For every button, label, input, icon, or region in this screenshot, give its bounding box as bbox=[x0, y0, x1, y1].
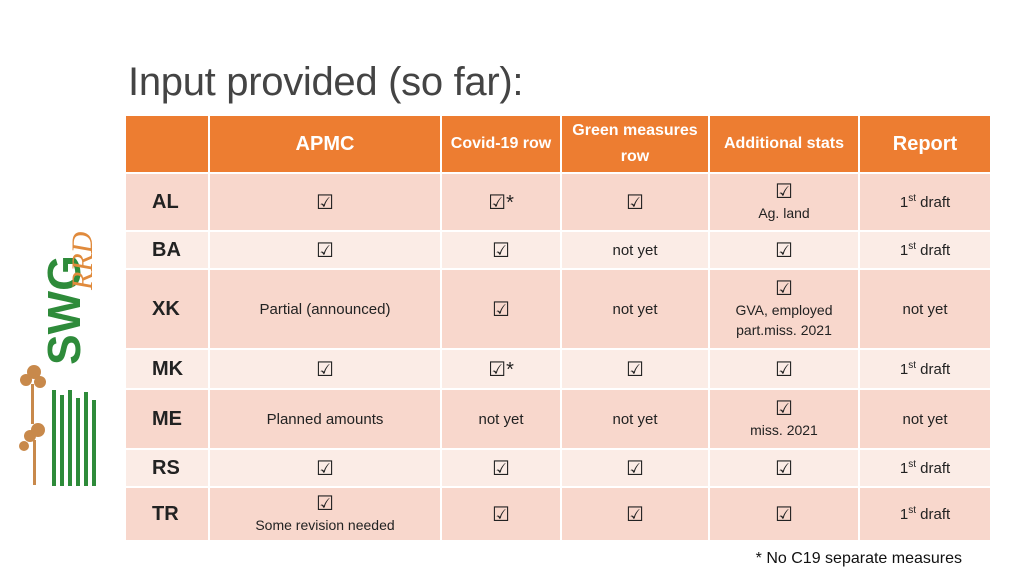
table-row: XK Partial (announced) ☑ not yet ☑ GVA, e… bbox=[124, 268, 992, 350]
header-corner bbox=[124, 114, 210, 174]
report-status: 1st draft bbox=[858, 486, 992, 542]
apmc-note: Some revision needed bbox=[255, 517, 395, 533]
footnote: * No C19 separate measures bbox=[755, 550, 962, 567]
report-status: 1st draft bbox=[858, 230, 992, 270]
green-status: not yet bbox=[560, 230, 710, 270]
check-icon: ☑ bbox=[775, 239, 793, 262]
covid-status: not yet bbox=[440, 388, 562, 450]
svg-text:SWG: SWG bbox=[38, 255, 90, 365]
input-status-table: APMC Covid-19 row Green measures row Add… bbox=[124, 114, 992, 542]
header-stats: Additional stats bbox=[708, 114, 860, 174]
table-row: ME Planned amounts not yet not yet ☑ miss… bbox=[124, 388, 992, 450]
apmc-status: Partial (announced) bbox=[208, 268, 442, 350]
header-apmc: APMC bbox=[208, 114, 442, 174]
header-covid: Covid-19 row bbox=[440, 114, 562, 174]
table-header-row: APMC Covid-19 row Green measures row Add… bbox=[124, 114, 992, 174]
check-icon: ☑ bbox=[626, 457, 644, 480]
country-code: XK bbox=[124, 268, 210, 350]
report-status: not yet bbox=[858, 388, 992, 450]
check-icon: ☑ bbox=[775, 278, 793, 300]
table-row: AL ☑ ☑* ☑ ☑ Ag. land 1st draft bbox=[124, 172, 992, 232]
table-row: MK ☑ ☑* ☑ ☑ 1st draft bbox=[124, 348, 992, 390]
report-status: not yet bbox=[858, 268, 992, 350]
country-code: MK bbox=[124, 348, 210, 390]
check-icon: ☑ bbox=[492, 457, 510, 480]
country-code: AL bbox=[124, 172, 210, 232]
stats-note: GVA, employed part.miss. 2021 bbox=[735, 302, 833, 338]
table-row: RS ☑ ☑ ☑ ☑ 1st draft bbox=[124, 448, 992, 488]
stats-note: Ag. land bbox=[758, 205, 810, 221]
check-icon: ☑ bbox=[626, 503, 644, 526]
check-icon: ☑ bbox=[775, 398, 793, 420]
table-row: TR ☑ Some revision needed ☑ ☑ ☑ 1st draft bbox=[124, 486, 992, 542]
green-status: not yet bbox=[560, 268, 710, 350]
check-icon: ☑* bbox=[488, 358, 514, 381]
check-icon: ☑ bbox=[775, 358, 793, 381]
svg-text:RRD: RRD bbox=[66, 231, 99, 291]
country-code: ME bbox=[124, 388, 210, 450]
check-icon: ☑ bbox=[316, 358, 334, 381]
report-status: 1st draft bbox=[858, 172, 992, 232]
check-icon: ☑* bbox=[488, 191, 514, 214]
country-code: TR bbox=[124, 486, 210, 542]
page-title: Input provided (so far): bbox=[128, 60, 524, 104]
report-status: 1st draft bbox=[858, 448, 992, 488]
check-icon: ☑ bbox=[492, 239, 510, 262]
green-status: not yet bbox=[560, 388, 710, 450]
header-green: Green measures row bbox=[560, 114, 710, 174]
report-status: 1st draft bbox=[858, 348, 992, 390]
swg-rrd-logo: SWG RRD bbox=[19, 231, 99, 486]
check-icon: ☑ bbox=[626, 358, 644, 381]
header-report: Report bbox=[858, 114, 992, 174]
check-icon: ☑ bbox=[775, 503, 793, 526]
check-icon: ☑ bbox=[316, 239, 334, 262]
check-icon: ☑ bbox=[316, 457, 334, 480]
check-icon: ☑ bbox=[492, 503, 510, 526]
check-icon: ☑ bbox=[775, 457, 793, 480]
stats-note: miss. 2021 bbox=[750, 422, 818, 438]
check-icon: ☑ bbox=[316, 191, 334, 214]
check-icon: ☑ bbox=[492, 298, 510, 321]
country-code: BA bbox=[124, 230, 210, 270]
table-row: BA ☑ ☑ not yet ☑ 1st draft bbox=[124, 230, 992, 270]
country-code: RS bbox=[124, 448, 210, 488]
check-icon: ☑ bbox=[626, 191, 644, 214]
apmc-status: Planned amounts bbox=[208, 388, 442, 450]
check-icon: ☑ bbox=[775, 181, 793, 203]
check-icon: ☑ bbox=[316, 493, 334, 515]
